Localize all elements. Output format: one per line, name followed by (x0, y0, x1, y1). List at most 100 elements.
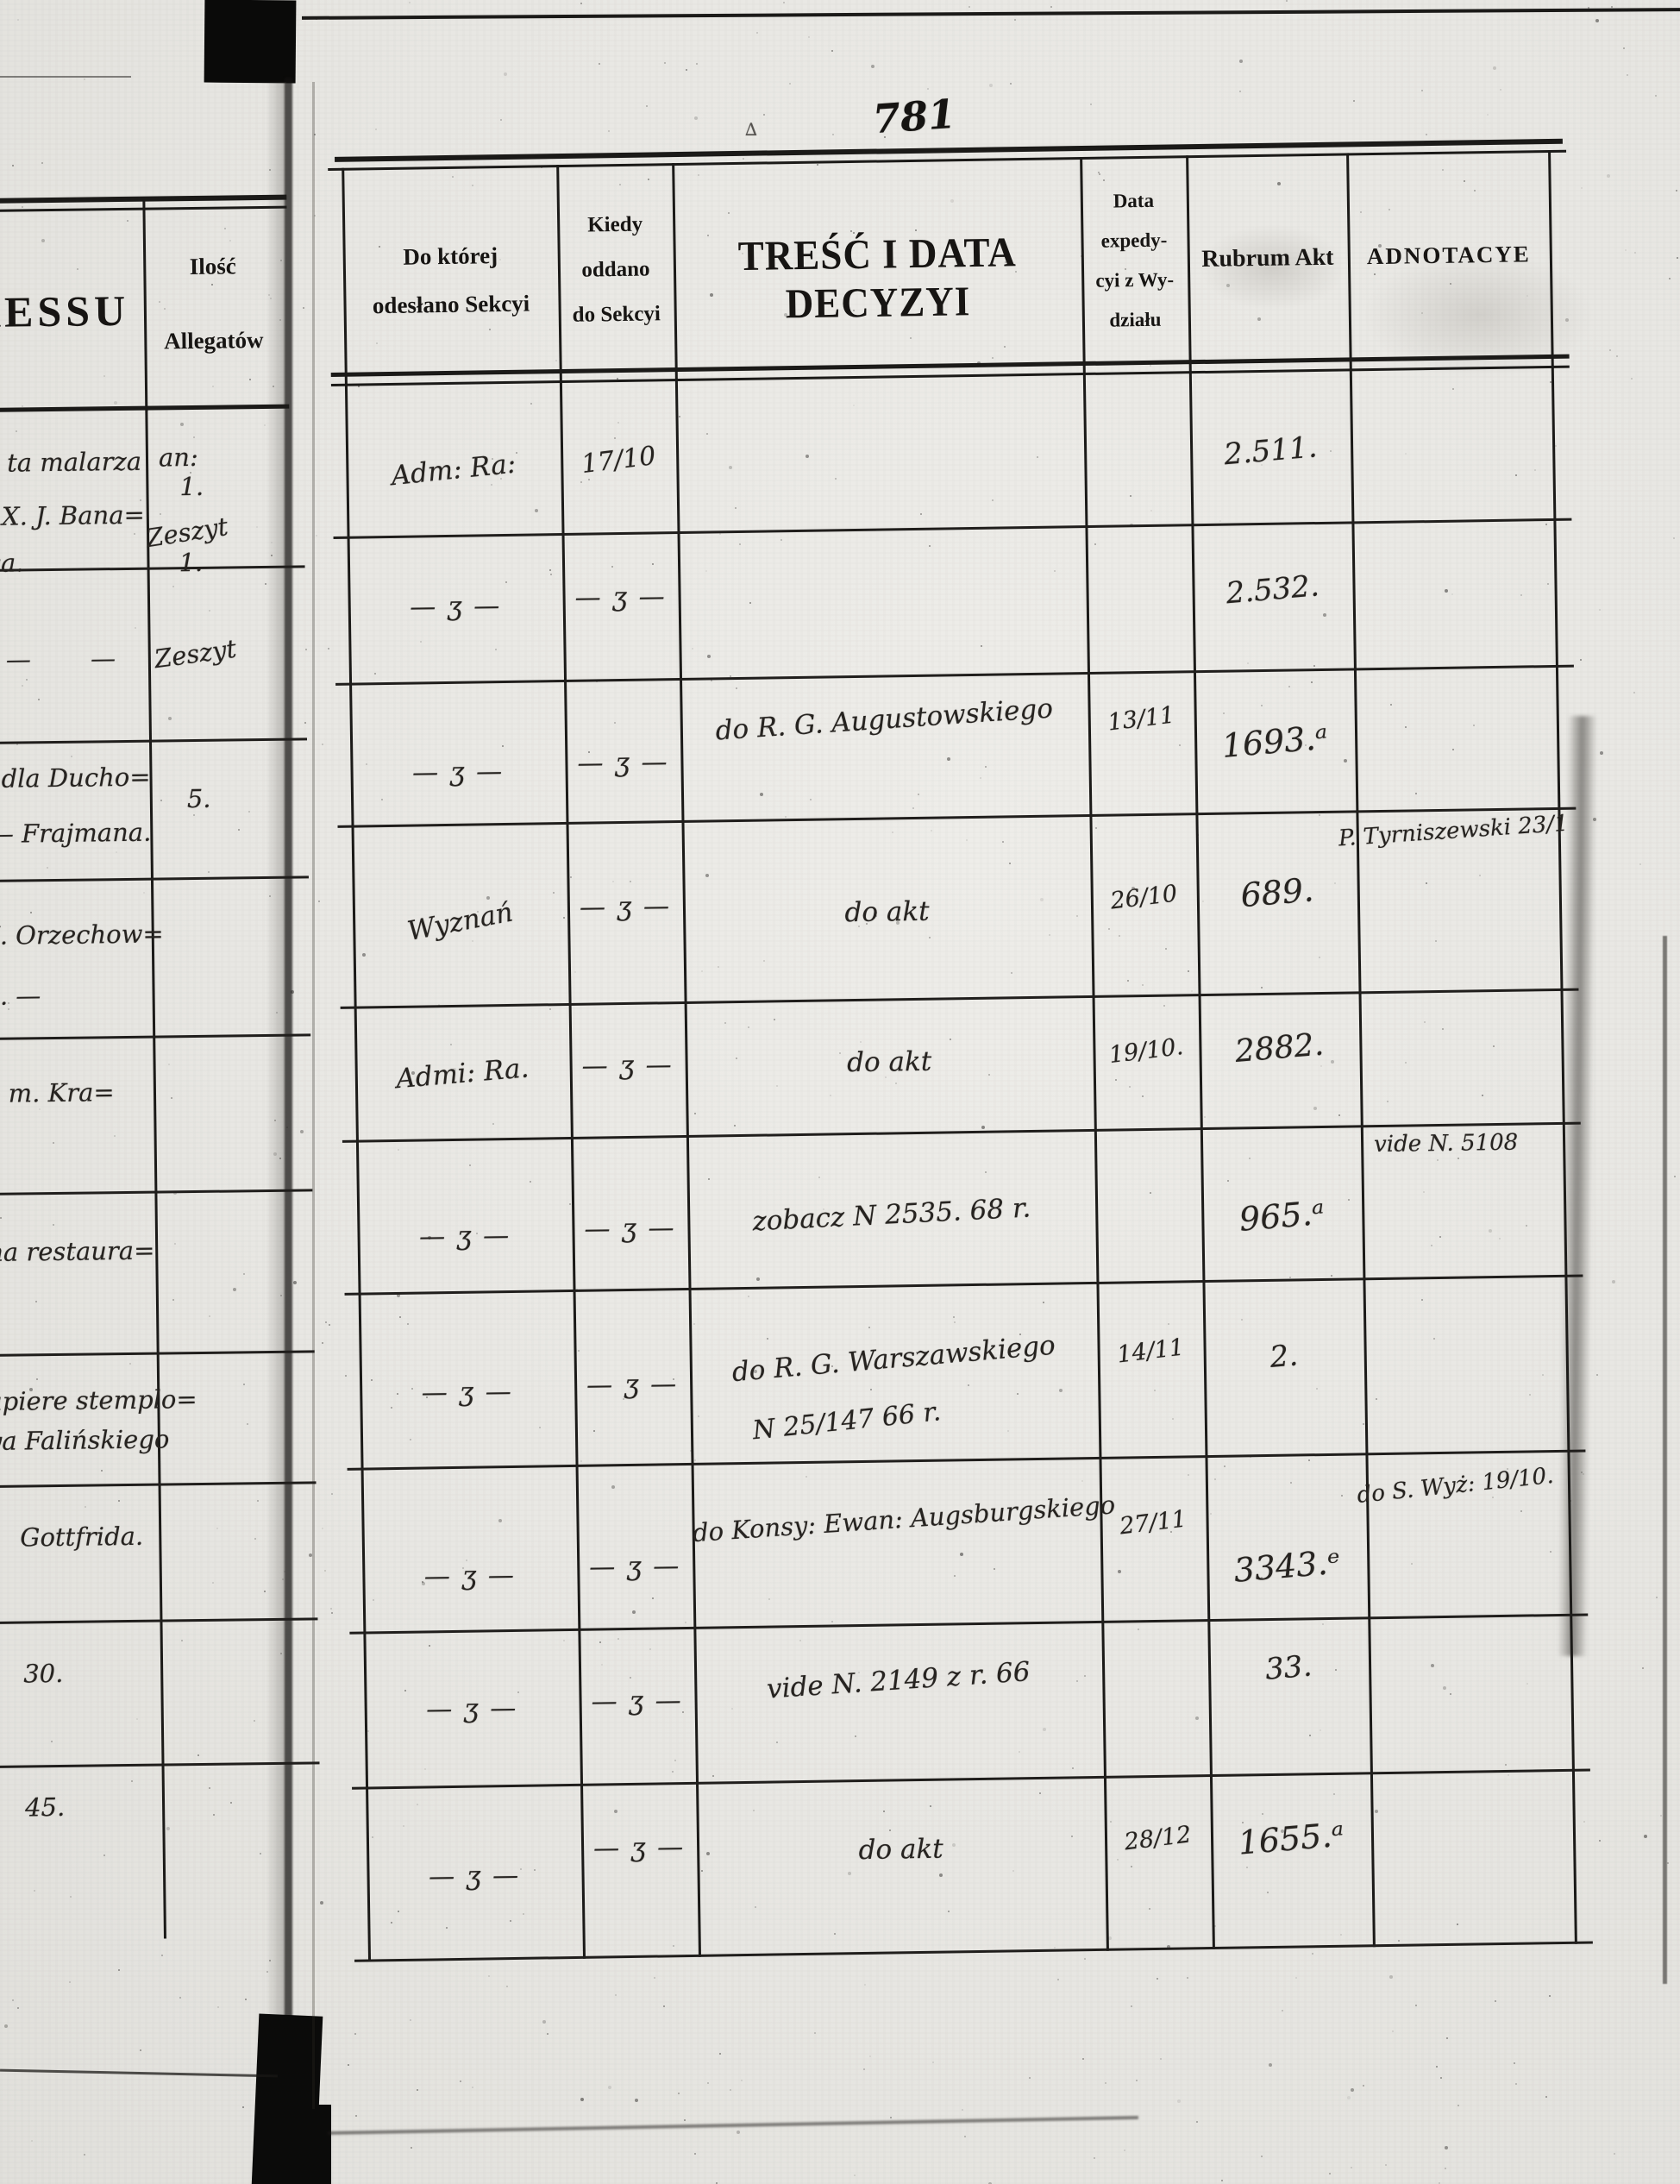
cell-kiedy-ditto: — ʒ — (562, 581, 679, 613)
cell-adnotacya: do S. Wyż: 19/10. (1356, 1458, 1608, 1509)
entry-fragment: X. Orzechow= (0, 919, 164, 951)
header-kiedy-2: oddano (558, 257, 674, 283)
gutter-bottom-band-2 (259, 2105, 331, 2184)
scanned-register-page: 781 ∆ RESSU Ilość Allegatów ta malarza X… (0, 0, 1680, 2184)
header-kiedy-1: Kiedy (557, 212, 673, 238)
left-page-table: RESSU Ilość Allegatów ta malarza X. J. B… (0, 173, 323, 2030)
allegaty-value: Zeszyt (144, 511, 230, 553)
entry-fragment: 45. (25, 1792, 66, 1823)
entry-fragment: Gottfrida. (20, 1522, 143, 1553)
entry-fragment: ć. — (0, 981, 41, 1011)
header-rubrum: Rubrum Akt (1188, 243, 1348, 273)
cell-rubrum: 1693.ᵃ (1194, 716, 1357, 768)
cell-sekcya-ditto: — ʒ — (364, 1692, 579, 1726)
header-tresc: TREŚĆ I DATA DECYZYI (673, 227, 1082, 329)
cell-kiedy-ditto: — ʒ — (565, 747, 681, 779)
cell-rubrum: 965.ᵃ (1200, 1190, 1363, 1242)
cell-kiedy: 17/10 (560, 438, 678, 482)
cell-rubrum: 2.532. (1191, 566, 1354, 614)
scan-noise (0, 0, 2, 2)
small-mark-icon: ∆ (745, 119, 757, 140)
cell-data-exp: 28/12 (1104, 1819, 1213, 1858)
entry-fragment: 30. (23, 1659, 64, 1689)
cell-kiedy-ditto: — ʒ — (579, 1685, 695, 1717)
entry-fragment: apiere stemplo= (0, 1384, 197, 1416)
allegaty-value: Zeszyt (153, 634, 238, 674)
cell-kiedy-ditto: — ʒ — (574, 1369, 691, 1401)
header-data-1: Data (1081, 189, 1187, 213)
cell-tresc: do R. G. Augustowskiego (680, 691, 1088, 750)
header-sekcya-1: Do której (343, 242, 558, 272)
cell-tresc: zobacz N 2535. 68 r. (687, 1189, 1096, 1240)
entry-fragment: — Frajmana. (0, 818, 152, 849)
cell-rubrum: 1655.ᵃ (1210, 1813, 1373, 1865)
left-header-title-fragment: RESSU (0, 286, 141, 337)
folio-number: 781 (871, 91, 957, 143)
header-adnotacye: ADNOTACYE (1348, 241, 1550, 270)
allegaty-value: an: (159, 442, 198, 473)
left-row: o m. Kra= (0, 1033, 312, 1196)
gutter-top-band (204, 0, 297, 83)
cell-data-exp: 13/11 (1087, 700, 1195, 738)
cell-sekcya-ditto: — ʒ — (348, 590, 563, 624)
cell-adnotacya: vide N. 5108 (1374, 1129, 1581, 1158)
entry-fragment: ta malarza (0, 447, 141, 478)
cell-rubrum: 3343.ᵉ (1206, 1541, 1369, 1592)
cell-sekcya-ditto: — ʒ — (367, 1860, 581, 1893)
entry-fragment: na restaura= (0, 1236, 155, 1267)
left-row: 30. (0, 1617, 320, 1768)
allegaty-value: 1. (179, 472, 204, 501)
table-row: vide N. 5108 — ʒ — — ʒ — zobacz N 2535. … (342, 1122, 1583, 1296)
cell-tresc: do Konsy: Ewan: Augsburgskiego (692, 1491, 1100, 1548)
left-row: — — Zeszyt (0, 565, 307, 744)
cell-sekcya-ditto: — ʒ — (350, 756, 565, 789)
cell-rubrum: 689. (1195, 867, 1358, 919)
cell-tresc: do akt (683, 894, 1091, 931)
main-register-table: Do której odesłano Sekcyi Kiedy oddano d… (328, 139, 1593, 1986)
cell-rubrum: 2.511. (1189, 427, 1352, 475)
left-page-top-edge-line (0, 76, 131, 78)
scan-top-edge-line (302, 8, 1680, 20)
entry-fragment: o m. Kra= (0, 1077, 115, 1108)
scan-right-edge-line (1663, 936, 1667, 1984)
entry-fragment: dla Ducho= (0, 763, 151, 794)
cell-tresc: do R. G. Warszawskiego (689, 1326, 1098, 1391)
cell-kiedy-ditto: — ʒ — (567, 891, 684, 923)
cell-tresc: do akt (685, 1044, 1093, 1081)
table-row: P. Tyrniszewski 23/1 Wyznań — ʒ — do akt… (337, 807, 1578, 1009)
cell-sekcya: Admi: Ra. (354, 1049, 571, 1098)
left-header-allegaty-2: Allegatów (144, 327, 283, 355)
cell-kiedy-ditto: — ʒ — (572, 1213, 688, 1245)
cell-sekcya-ditto: — ʒ — (360, 1376, 574, 1409)
cell-tresc: do akt (697, 1831, 1105, 1868)
cell-data-exp: 19/10. (1092, 1032, 1200, 1070)
left-row: 45. (0, 1761, 322, 1941)
cell-sekcya-ditto: — ʒ — (362, 1560, 577, 1593)
cell-rubrum: 2. (1202, 1333, 1365, 1381)
left-row: na restaura= (0, 1189, 315, 1357)
cell-sekcya: Adm: Ra: (345, 443, 561, 496)
entry-fragment: X. J. Bana= (0, 500, 145, 531)
cell-data-exp: 26/10 (1089, 878, 1198, 917)
cell-kiedy-ditto: — ʒ — (577, 1551, 693, 1583)
table-row: — ʒ — — ʒ — vide N. 2149 z r. 66 33. (349, 1614, 1590, 1790)
cell-sekcya-ditto: — ʒ — (357, 1220, 572, 1253)
left-row: Gottfrida. (0, 1481, 317, 1624)
entry-fragment: — — (6, 643, 142, 675)
left-header-allegaty-1: Ilość (143, 253, 282, 281)
cell-data-exp: 14/11 (1096, 1332, 1205, 1371)
cell-tresc: vide N. 2149 z r. 66 (694, 1652, 1103, 1710)
table-row: Adm: Ra: 17/10 2.511. (331, 369, 1571, 539)
right-page-bottom-edge (328, 2116, 1138, 2135)
left-row: apiere stemplo= ya Falińskiego (0, 1350, 317, 1488)
left-row: dla Ducho= — Frajmana. 5. (0, 737, 309, 882)
cell-rubrum: 2882. (1198, 1024, 1361, 1073)
cell-kiedy-ditto: — ʒ — (569, 1050, 686, 1082)
table-row: — ʒ — — ʒ — 2.532. (334, 518, 1574, 686)
left-row: ta malarza X. J. Bana= ica. an: 1. Zeszy… (0, 408, 305, 572)
header-data-3: cyi z Wy- (1081, 268, 1188, 292)
table-row: do S. Wyż: 19/10. — ʒ — — ʒ — do Konsy: … (348, 1450, 1589, 1635)
allegaty-value: 5. (187, 784, 211, 813)
table-row: Admi: Ra. — ʒ — do akt 19/10. 2882. (341, 988, 1581, 1143)
entry-fragment: ya Falińskiego (0, 1424, 170, 1456)
